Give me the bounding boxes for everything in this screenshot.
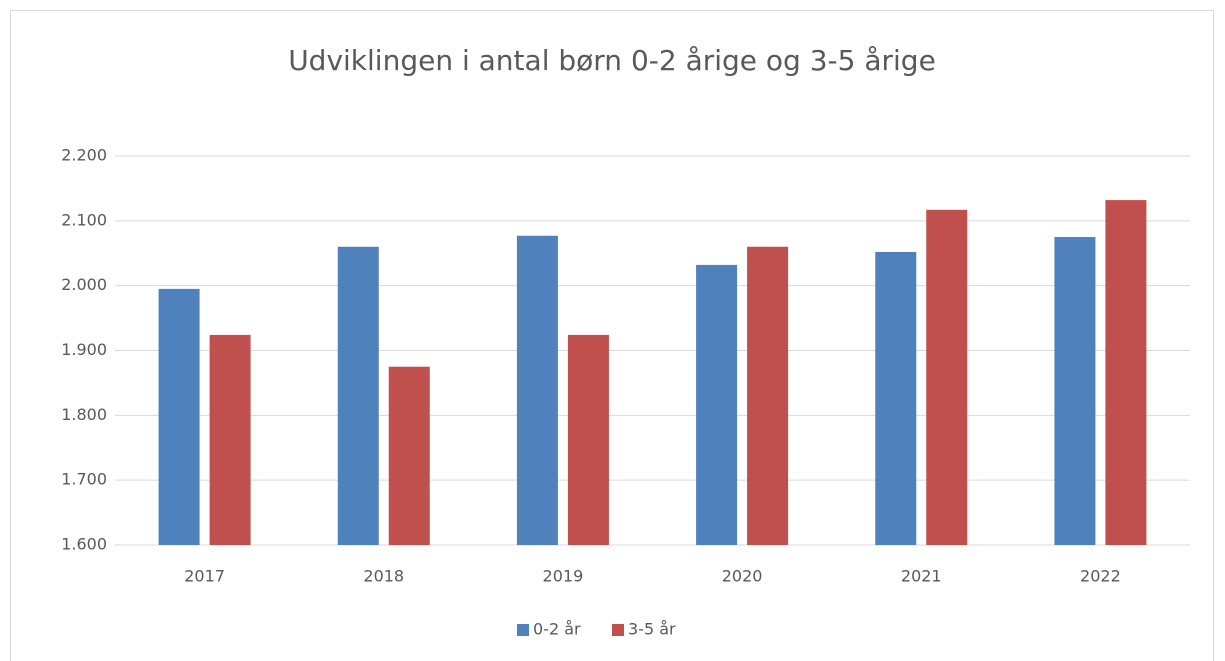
bar — [337, 246, 379, 545]
y-tick-label: 1.700 — [61, 470, 107, 489]
legend-swatch — [612, 624, 624, 636]
bar — [567, 334, 609, 545]
legend-swatch — [517, 624, 529, 636]
bar — [1105, 200, 1147, 545]
y-tick-label: 1.800 — [61, 405, 107, 424]
bar — [696, 264, 738, 545]
bar — [516, 235, 558, 545]
y-tick-label: 2.200 — [61, 146, 107, 165]
bar — [209, 334, 251, 545]
chart-title: Udviklingen i antal børn 0-2 årige og 3-… — [288, 44, 936, 77]
x-tick-label: 2022 — [1080, 567, 1121, 586]
bar — [926, 209, 968, 546]
x-tick-label: 2017 — [184, 567, 225, 586]
legend-label: 3-5 år — [628, 620, 676, 639]
bar — [158, 288, 200, 545]
legend-label: 0-2 år — [533, 620, 581, 639]
x-tick-label: 2018 — [363, 567, 404, 586]
y-tick-label: 1.600 — [61, 535, 107, 554]
y-tick-label: 2.000 — [61, 275, 107, 294]
y-tick-label: 2.100 — [61, 210, 107, 229]
x-tick-label: 2020 — [722, 567, 763, 586]
bar — [875, 251, 917, 545]
x-tick-label: 2021 — [901, 567, 942, 586]
x-tick-label: 2019 — [543, 567, 584, 586]
bar — [1054, 237, 1096, 545]
y-tick-label: 1.900 — [61, 340, 107, 359]
bar — [747, 246, 789, 545]
bar — [388, 366, 430, 545]
